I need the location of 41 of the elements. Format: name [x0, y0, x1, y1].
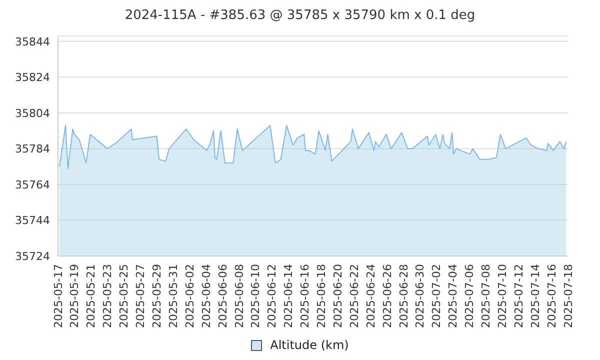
- x-tick-label: 2025-07-16: [545, 264, 558, 328]
- x-tick-label: 2025-06-12: [266, 264, 279, 328]
- x-tick-label: 2025-07-02: [430, 264, 444, 328]
- x-tick-label: 2025-05-27: [134, 264, 148, 328]
- x-tick-label: 2025-05-31: [166, 264, 180, 328]
- y-tick-label: 35784: [15, 142, 50, 156]
- y-tick-label: 35744: [15, 214, 50, 228]
- x-tick-label: 2025-06-14: [282, 264, 296, 328]
- x-tick-label: 2025-05-17: [52, 264, 65, 328]
- x-tick-label: 2025-05-25: [118, 264, 131, 328]
- x-tick-label: 2025-07-06: [463, 264, 476, 328]
- x-tick-label: 2025-06-24: [364, 264, 378, 328]
- y-tick-label: 35844: [15, 35, 50, 48]
- x-tick-label: 2025-06-22: [348, 264, 361, 328]
- legend-label: Altitude (km): [270, 338, 349, 352]
- x-tick-label: 2025-06-20: [331, 264, 344, 328]
- x-tick-label: 2025-06-16: [298, 264, 312, 328]
- x-tick-label: 2025-05-23: [101, 264, 114, 328]
- x-tick-label: 2025-05-21: [84, 264, 98, 328]
- x-tick-label: 2025-07-18: [562, 264, 575, 328]
- y-tick-label: 35804: [15, 106, 50, 120]
- x-tick-label: 2025-06-08: [232, 264, 246, 328]
- x-tick-label: 2025-06-18: [315, 264, 328, 328]
- x-tick-label: 2025-06-04: [200, 264, 213, 328]
- x-tick-label: 2025-06-30: [414, 264, 427, 328]
- x-tick-label: 2025-07-14: [528, 264, 542, 328]
- x-tick-label: 2025-06-06: [216, 264, 230, 328]
- x-tick-label: 2025-07-04: [446, 264, 460, 328]
- x-tick-label: 2025-06-28: [397, 264, 410, 328]
- x-tick-label: 2025-06-10: [249, 264, 262, 328]
- x-tick-label: 2025-07-10: [496, 264, 510, 328]
- y-tick-label: 35724: [15, 250, 50, 263]
- x-tick-label: 2025-07-12: [512, 264, 526, 328]
- x-tick-label: 2025-06-26: [380, 264, 394, 328]
- y-tick-label: 35764: [15, 178, 50, 192]
- x-tick-label: 2025-05-19: [68, 264, 82, 328]
- x-tick-label: 2025-07-08: [480, 264, 493, 328]
- chart-title: 2024-115A - #385.63 @ 35785 x 35790 km x 0.1 deg: [124, 8, 476, 25]
- y-tick-label: 35824: [15, 71, 50, 84]
- x-tick-label: 2025-06-02: [183, 264, 196, 328]
- x-tick-label: 2025-05-29: [150, 264, 164, 328]
